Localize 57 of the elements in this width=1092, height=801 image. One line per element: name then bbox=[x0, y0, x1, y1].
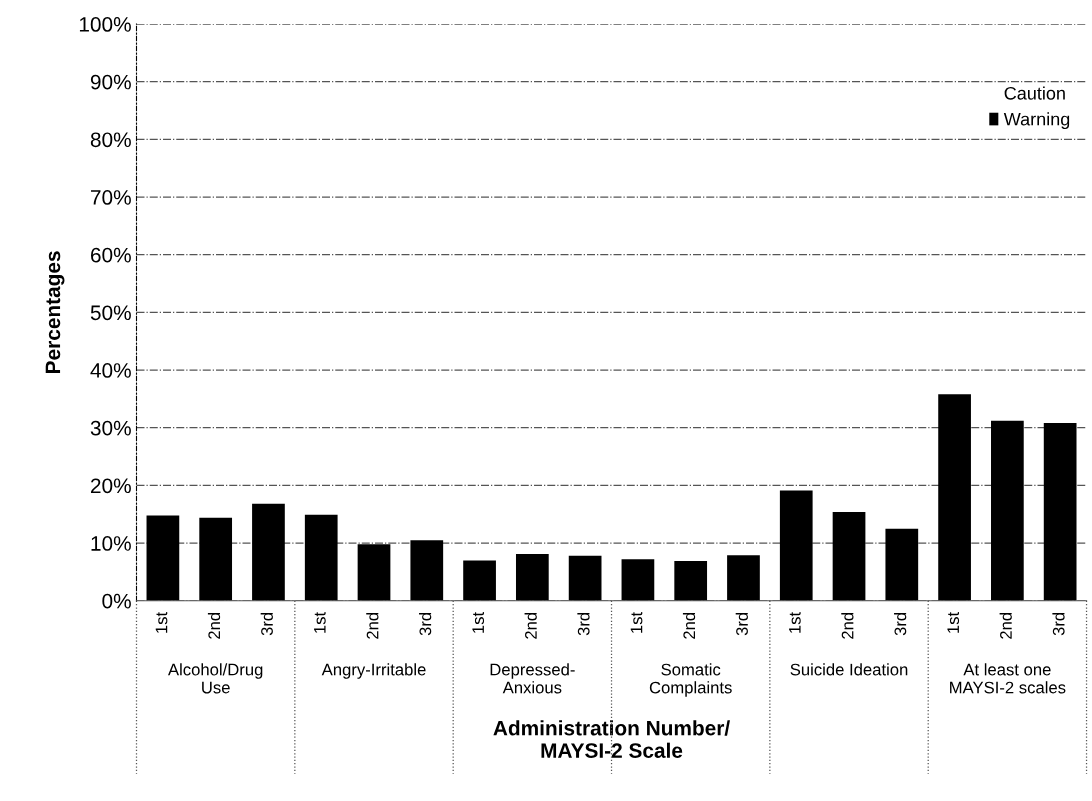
x-tick-label: 1st bbox=[630, 611, 643, 633]
x-tick-label: 2nd bbox=[841, 612, 854, 639]
y-tick-label: 10% bbox=[91, 536, 131, 551]
x-tick-label: 2nd bbox=[682, 612, 696, 639]
bar bbox=[832, 511, 866, 601]
y-tick-label: 70% bbox=[91, 190, 131, 205]
bar bbox=[146, 515, 180, 601]
x-tick-label: 3rd bbox=[577, 612, 590, 636]
bar bbox=[1043, 423, 1077, 601]
y-tick-label: 100% bbox=[79, 17, 131, 32]
bar bbox=[779, 490, 813, 601]
x-tick-label: 3rd bbox=[894, 612, 907, 636]
y-tick-label: 30% bbox=[90, 420, 131, 436]
y-tick-label: 90% bbox=[90, 74, 131, 90]
bar bbox=[304, 514, 338, 601]
x-tick-label: 3rd bbox=[260, 612, 273, 636]
bar bbox=[252, 503, 285, 601]
y-tick-label: 40% bbox=[90, 363, 131, 378]
x-axis-title: Administration Number/ MAYSI-2 Scale bbox=[493, 720, 730, 758]
x-tick-label: 2nd bbox=[524, 612, 537, 639]
x-tick-label: 3rd bbox=[1052, 612, 1065, 636]
bar bbox=[621, 559, 655, 601]
x-tick-label: 1st bbox=[947, 611, 960, 633]
legend-label: Warning bbox=[1003, 112, 1070, 130]
y-tick-label: 80% bbox=[90, 132, 131, 148]
bar bbox=[515, 554, 549, 601]
bar bbox=[991, 420, 1024, 601]
text: Somatic Complaints bbox=[649, 663, 732, 697]
y-tick-label: 60% bbox=[91, 247, 131, 263]
y-tick-label: 50% bbox=[90, 305, 131, 321]
x-tick-label: 1st bbox=[155, 611, 168, 633]
y-tick-label: 20% bbox=[90, 478, 131, 494]
y-axis-title: Percentages bbox=[45, 251, 65, 373]
bar bbox=[938, 394, 971, 601]
text: At least one MAYSI-2 scales bbox=[950, 663, 1066, 694]
x-tick-label: 3rd bbox=[735, 612, 748, 636]
x-tick-label: 2nd bbox=[207, 612, 221, 639]
text: Angry-Irritable bbox=[321, 663, 426, 679]
bar bbox=[410, 540, 444, 601]
x-tick-label: 2nd bbox=[366, 612, 379, 639]
text: Alcohol/Drug Use bbox=[168, 663, 263, 694]
x-tick-label: 1st bbox=[789, 611, 801, 633]
bar bbox=[463, 560, 496, 601]
bar bbox=[199, 517, 233, 601]
y-tick-label: 0% bbox=[102, 593, 131, 609]
x-tick-label: 2nd bbox=[999, 612, 1012, 639]
x-tick-label: 3rd bbox=[419, 612, 432, 636]
text: Depressed- Anxious bbox=[490, 663, 575, 694]
x-tick-label: 1st bbox=[472, 611, 485, 633]
bar bbox=[674, 560, 708, 601]
bar bbox=[357, 544, 391, 601]
text: Suicide Ideation bbox=[790, 663, 908, 676]
text: Caution bbox=[1004, 86, 1065, 100]
x-tick-label: 1st bbox=[314, 611, 326, 633]
bar bbox=[568, 555, 602, 601]
bar bbox=[885, 528, 919, 601]
bar bbox=[727, 555, 760, 601]
